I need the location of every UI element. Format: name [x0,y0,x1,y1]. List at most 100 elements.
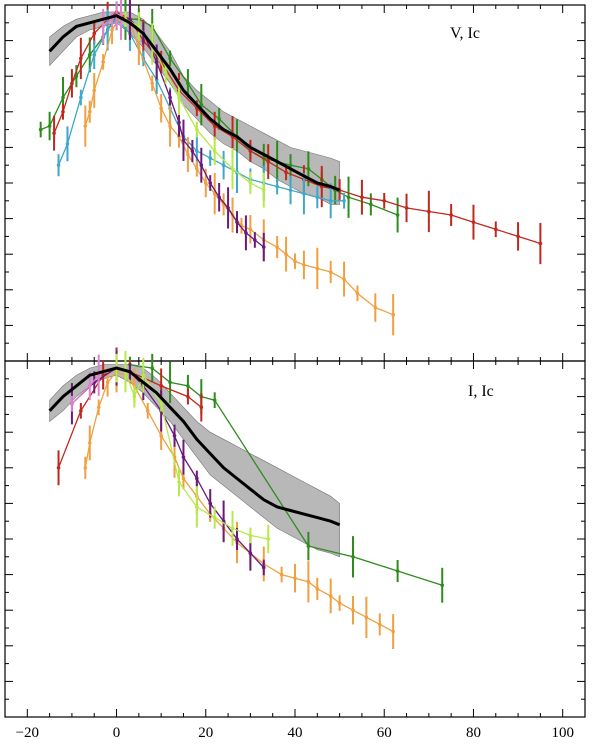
x-tick-label: −20 [16,725,39,741]
data-point [284,252,288,256]
data-point [137,45,141,50]
x-tick-label: 100 [551,725,574,741]
data-point [364,615,369,620]
panel-top: V, Ic [4,0,586,362]
data-point [212,515,217,520]
data-point [154,60,159,64]
data-point [87,441,92,445]
data-point [377,622,382,627]
data-point [266,537,271,541]
data-point [373,305,378,310]
panel-bottom: I, Ic [4,347,586,718]
data-point [65,142,70,146]
series-line [116,15,265,248]
data-point [199,163,204,167]
data-point [177,120,181,125]
x-tick-label: 80 [466,725,481,741]
data-point [217,195,221,200]
data-point [253,238,257,242]
data-point [261,188,266,192]
data-point [168,56,172,61]
data-point [83,124,88,128]
data-point [101,60,105,64]
data-point [47,124,52,128]
data-point [212,398,217,402]
data-point [128,17,132,22]
panel-bottom-plot [4,347,586,718]
data-point [141,373,146,378]
data-point [186,81,190,86]
data-point [391,312,395,317]
data-point [493,227,498,232]
data-point [248,533,253,538]
data-point [92,31,97,36]
data-point [395,569,400,573]
data-point [449,213,453,217]
data-point [101,24,105,29]
x-tick-label: 40 [288,725,303,741]
data-point [137,24,141,29]
data-point [159,106,163,111]
data-point [328,594,333,598]
data-point [306,579,311,584]
data-point [87,110,92,114]
template-mean-line [48,366,341,527]
data-point [288,188,293,192]
data-point [275,184,279,189]
x-axis-tick-labels: −20 0 20 40 60 80 100 [16,725,574,741]
data-point [150,366,155,370]
data-point [248,227,253,232]
data-point [235,220,239,224]
data-point [315,587,320,591]
series-line [84,370,394,633]
data-point [61,110,65,114]
data-point [79,95,83,100]
data-point [288,163,293,167]
data-point [284,170,288,175]
data-point [181,138,186,143]
data-point [208,501,213,506]
data-point [186,394,190,399]
data-point [145,409,150,413]
data-point [105,28,110,32]
data-point [181,455,186,459]
data-point [79,409,83,413]
data-point [61,95,65,100]
template-mean-line [48,14,341,192]
data-point [70,81,74,86]
panel-top-label: V, Ic [450,25,480,42]
data-point [337,601,342,605]
data-point [203,181,208,185]
panel-bottom-label: I, Ic [468,383,494,400]
data-point [159,384,163,388]
data-point [391,629,395,634]
data-point [92,88,97,93]
template-band [49,11,340,205]
data-point [199,102,204,107]
data-point [195,127,199,132]
panel-bottom-frame [4,360,586,718]
data-point [261,565,266,570]
data-point [248,551,253,556]
x-tick-label: 0 [113,725,121,741]
data-point [110,28,114,32]
data-point [83,466,88,470]
data-point [195,166,199,171]
data-point [342,277,346,281]
data-point [195,476,199,481]
data-point [538,241,543,246]
data-point [159,433,163,438]
data-point [212,191,217,196]
data-point [248,181,253,185]
data-point [186,384,190,388]
data-point [38,127,43,132]
data-point [360,195,364,200]
data-point [195,505,199,509]
data-point [87,384,92,388]
data-point [293,576,297,580]
data-point [395,213,400,217]
data-point [105,380,110,385]
data-point [132,394,137,399]
data-point [328,199,333,203]
